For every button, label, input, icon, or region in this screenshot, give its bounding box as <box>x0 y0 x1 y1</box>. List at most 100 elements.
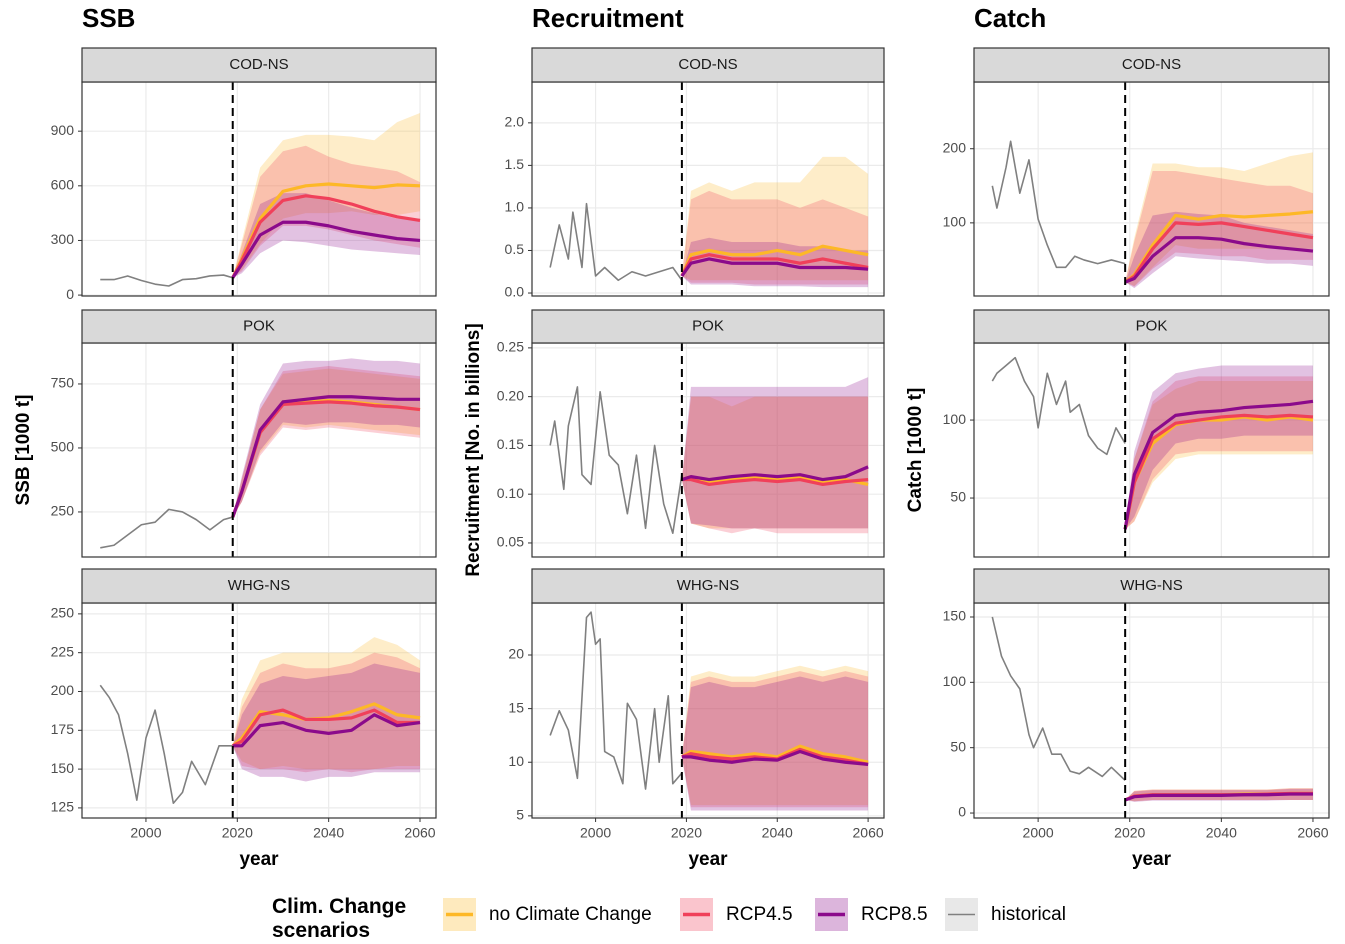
x-tick-label: 2000 <box>580 825 611 841</box>
x-tick-label: 2060 <box>853 825 884 841</box>
y-tick-label: 125 <box>51 799 75 815</box>
y-tick-label: 100 <box>943 673 967 689</box>
ribbon <box>1125 152 1313 286</box>
median-line <box>680 253 869 277</box>
x-tick-label: 2020 <box>1114 825 1145 841</box>
strip <box>973 309 1330 344</box>
strip-label: POK <box>692 317 724 334</box>
plot-area <box>991 356 1314 530</box>
y-tick-label: 0.15 <box>497 436 524 452</box>
y-tick-label: 1.0 <box>505 199 525 215</box>
median-line <box>1124 792 1313 802</box>
panel-bg <box>82 343 436 557</box>
y-tick-label: 10 <box>508 753 524 769</box>
historical-line <box>100 508 233 549</box>
y-tick-label: 5 <box>516 807 524 823</box>
plot-area <box>549 377 869 535</box>
y-axis-title: Recruitment [No. in billions] <box>463 323 484 576</box>
strip-label: COD-NS <box>678 56 737 73</box>
y-tick-label: 200 <box>51 682 75 698</box>
median-line <box>1123 399 1314 530</box>
y-tick-label: 300 <box>51 231 75 247</box>
historical-line <box>99 684 233 805</box>
median-line <box>681 747 869 766</box>
x-axis-title: year <box>688 849 728 870</box>
x-tick-label: 2000 <box>130 825 161 841</box>
y-tick-label: 50 <box>950 489 966 505</box>
strip-label: COD-NS <box>229 56 288 73</box>
legend-label: no Climate Change <box>489 904 652 925</box>
median-line <box>681 749 869 766</box>
strip <box>81 309 437 344</box>
historical-line <box>549 611 683 790</box>
ribbon <box>232 663 421 782</box>
ribbon <box>681 665 869 806</box>
y-tick-label: 500 <box>51 439 75 455</box>
y-tick-label: 100 <box>943 214 967 230</box>
y-axis-title: SSB [1000 t] <box>13 395 34 506</box>
median-line <box>681 465 869 482</box>
x-axis-title: year <box>1132 849 1172 870</box>
ribbon <box>232 193 421 278</box>
plot-area <box>549 611 869 811</box>
panel-bg <box>82 82 436 296</box>
x-tick-label: 2020 <box>222 825 253 841</box>
panel-bg <box>532 343 884 557</box>
strip <box>531 47 885 83</box>
strip <box>973 47 1330 83</box>
historical-line <box>991 140 1126 269</box>
panel-bg <box>974 603 1329 818</box>
ribbon <box>681 671 869 808</box>
historical-line <box>991 356 1126 456</box>
ribbon <box>232 652 421 773</box>
median-line <box>1124 221 1314 284</box>
y-tick-label: 15 <box>508 699 524 715</box>
median-line <box>231 194 421 279</box>
y-tick-label: 1.5 <box>505 156 525 172</box>
column-title: Recruitment <box>532 3 684 33</box>
x-tick-label: 2000 <box>1023 825 1054 841</box>
strip-label: WHG-NS <box>228 577 291 594</box>
column-title: SSB <box>82 3 135 33</box>
legend-title: Clim. Change scenarios <box>272 895 407 942</box>
x-tick-label: 2040 <box>762 825 793 841</box>
y-tick-label: 2.0 <box>505 114 525 130</box>
ribbon <box>681 396 869 534</box>
x-tick-label: 2040 <box>1206 825 1237 841</box>
strip-label: WHG-NS <box>677 577 740 594</box>
median-line <box>680 257 869 277</box>
y-tick-label: 0.20 <box>497 387 524 403</box>
historical-line <box>549 386 683 535</box>
x-tick-label: 2060 <box>1297 825 1328 841</box>
y-axis-title: Catch [1000 t] <box>905 388 926 513</box>
x-axis-title: year <box>239 849 279 870</box>
x-tick-label: 2040 <box>313 825 344 841</box>
legend-label: historical <box>991 904 1066 925</box>
median-line <box>1124 236 1314 284</box>
strip-label: POK <box>243 317 275 334</box>
strip <box>973 568 1330 604</box>
ribbon <box>232 112 421 278</box>
y-tick-label: 0.25 <box>497 339 524 355</box>
y-tick-label: 50 <box>950 738 966 754</box>
plot-area <box>991 140 1314 289</box>
strip-label: WHG-NS <box>1120 577 1183 594</box>
y-tick-label: 20 <box>508 646 524 662</box>
y-tick-label: 0 <box>958 804 966 820</box>
y-tick-label: 600 <box>51 177 75 193</box>
y-tick-label: 150 <box>943 608 967 624</box>
y-tick-label: 0.10 <box>497 485 524 501</box>
y-tick-label: 0.0 <box>505 284 525 300</box>
x-tick-label: 2060 <box>404 825 435 841</box>
y-tick-label: 100 <box>943 411 967 427</box>
panel-bg <box>532 603 884 818</box>
ribbon <box>232 145 421 278</box>
median-line <box>681 477 869 487</box>
strip <box>531 568 885 604</box>
y-tick-label: 250 <box>51 503 75 519</box>
ribbon <box>1125 376 1313 530</box>
y-tick-label: 750 <box>51 375 75 391</box>
y-tick-label: 200 <box>943 139 967 155</box>
